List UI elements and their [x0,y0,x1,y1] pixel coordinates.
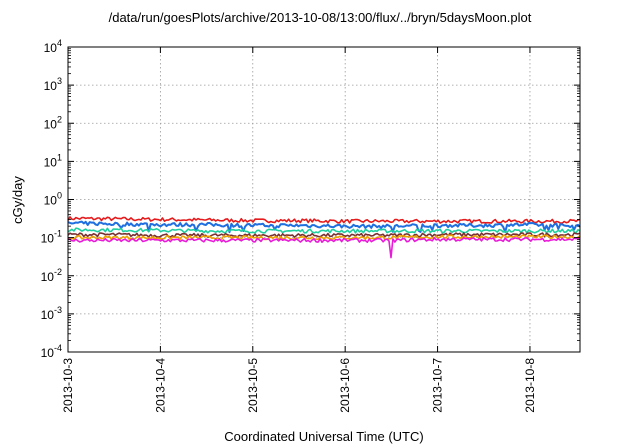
series-line [68,237,581,259]
series-lines [67,216,581,259]
x-tick-label: 2013-10-7 [431,358,445,413]
x-tick-label: 2013-10-4 [153,358,167,413]
x-tick-label: 2013-10-8 [523,358,537,413]
grid-lines [68,47,580,352]
series-line [67,216,581,224]
y-tick-label: 10-3 [41,305,62,322]
y-axis-label: cGy/day [10,176,25,224]
y-tick-label: 104 [44,38,62,55]
x-tick-label: 2013-10-6 [338,358,352,413]
x-tick-label: 2013-10-5 [246,358,260,413]
y-tick-label: 10-2 [41,267,62,284]
y-tick-label: 10-1 [41,229,62,246]
series-line [67,227,581,234]
y-tick-label: 103 [44,76,62,93]
axis-ticks: 10-4 10-3 10-2 10-1 100 101 102 103 104 2013-10-3… [41,38,580,413]
series-line [67,220,581,234]
series-line [67,234,581,241]
chart-title: /data/run/goesPlots/archive/2013-10-08/1… [108,10,532,25]
y-tick-label: 102 [44,114,62,131]
x-axis-label: Coordinated Universal Time (UTC) [224,429,423,444]
y-tick-label: 10-4 [41,343,62,360]
x-tick-label: 2013-10-3 [61,358,75,413]
y-tick-label: 101 [44,152,62,169]
y-tick-label: 100 [44,191,62,208]
